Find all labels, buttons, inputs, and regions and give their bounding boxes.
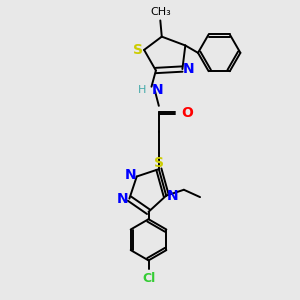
Text: N: N — [183, 62, 195, 76]
Text: N: N — [167, 189, 178, 202]
Text: S: S — [154, 157, 164, 170]
Text: S: S — [133, 43, 142, 57]
Text: Cl: Cl — [142, 272, 155, 285]
Text: H: H — [138, 85, 146, 94]
Text: O: O — [181, 106, 193, 120]
Text: N: N — [117, 192, 129, 206]
Text: CH₃: CH₃ — [150, 7, 171, 17]
Text: N: N — [124, 168, 136, 182]
Text: N: N — [152, 82, 163, 97]
